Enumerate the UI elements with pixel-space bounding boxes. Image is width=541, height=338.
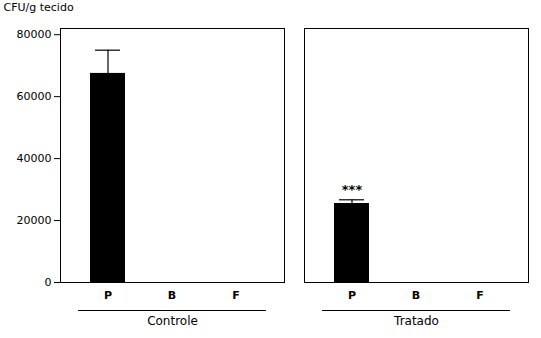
svg-text:0: 0 <box>45 276 52 289</box>
svg-text:B: B <box>168 289 176 302</box>
svg-text:***: *** <box>342 182 363 197</box>
svg-text:Tratado: Tratado <box>393 314 439 328</box>
svg-text:P: P <box>104 289 112 302</box>
svg-text:80000: 80000 <box>17 28 52 41</box>
svg-text:CFU/g tecido: CFU/g tecido <box>4 1 74 14</box>
svg-text:60000: 60000 <box>17 90 52 103</box>
svg-text:P: P <box>348 289 356 302</box>
svg-text:F: F <box>476 289 484 302</box>
svg-text:B: B <box>412 289 420 302</box>
svg-text:Controle: Controle <box>147 314 198 328</box>
svg-text:20000: 20000 <box>17 214 52 227</box>
svg-text:F: F <box>232 289 240 302</box>
svg-text:40000: 40000 <box>17 152 52 165</box>
